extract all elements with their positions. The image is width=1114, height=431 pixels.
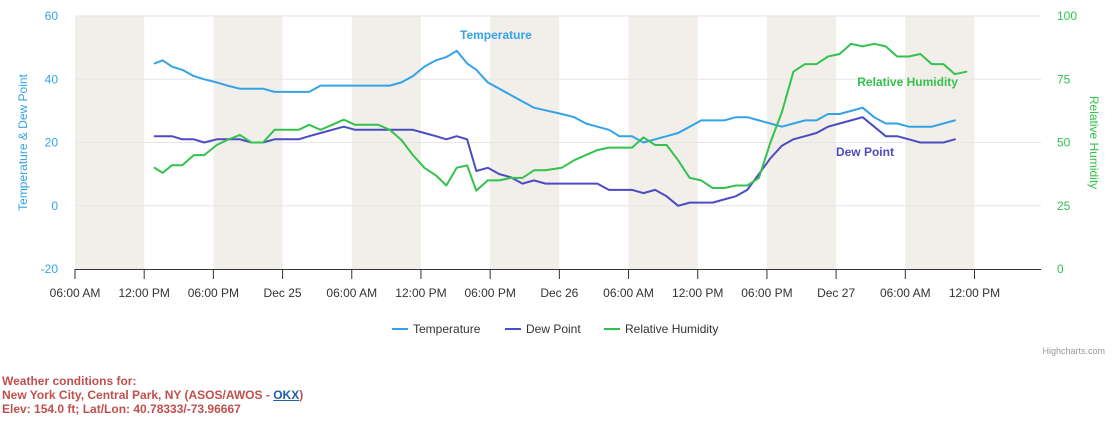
y-left-tick-label: 20 — [45, 136, 59, 150]
x-tick-label: 12:00 PM — [949, 286, 1000, 300]
station-info: Weather conditions for: New York City, C… — [2, 374, 303, 416]
station-elevation: Elev: 154.0 ft; Lat/Lon: 40.78333/-73.96… — [2, 402, 241, 416]
y-left-tick-label: 0 — [51, 199, 58, 213]
legend-label-temperature[interactable]: Temperature — [413, 322, 481, 336]
x-tick-label: 06:00 AM — [50, 286, 101, 300]
y-right-tick-label: 50 — [1057, 136, 1071, 150]
x-tick-label: 06:00 AM — [880, 286, 931, 300]
x-tick-label: 06:00 PM — [188, 286, 239, 300]
x-tick-label: 06:00 PM — [464, 286, 515, 300]
station-heading: Weather conditions for: — [2, 374, 137, 388]
y-left-tick-label: -20 — [41, 262, 59, 276]
y-axis-left: -20 0 20 40 60 Temperature & Dew Point — [16, 9, 58, 276]
weather-chart: 06:00 AM 12:00 PM 06:00 PM Dec 25 06:00 AM 12… — [16, 9, 1105, 356]
dew-point-line — [153, 116, 956, 207]
legend: Temperature Dew Point Relative Humidity — [392, 322, 718, 336]
x-tick-label: Dec 26 — [540, 286, 578, 300]
x-tick-label: Dec 25 — [264, 286, 302, 300]
y-left-tick-label: 40 — [45, 72, 59, 86]
temperature-line — [153, 49, 956, 144]
legend-item-temperature[interactable]: Temperature — [392, 322, 481, 336]
x-tick-label: 12:00 PM — [672, 286, 723, 300]
x-tick-label: 12:00 PM — [119, 286, 170, 300]
y-left-title: Temperature & Dew Point — [16, 73, 30, 210]
station-name-line: New York City, Central Park, NY (ASOS/AW… — [2, 388, 303, 402]
y-right-tick-label: 100 — [1057, 9, 1077, 23]
legend-label-dew-point[interactable]: Dew Point — [526, 322, 581, 336]
y-axis-right: 0 25 50 75 100 Relative Humidity — [1057, 9, 1101, 276]
dew-point-series-label: Dew Point — [836, 145, 894, 159]
series-lines — [153, 42, 968, 207]
legend-label-relative-humidity[interactable]: Relative Humidity — [625, 322, 718, 336]
legend-item-dew-point[interactable]: Dew Point — [505, 322, 581, 336]
relative-humidity-line — [153, 42, 968, 192]
y-right-tick-label: 25 — [1057, 199, 1071, 213]
y-right-title: Relative Humidity — [1087, 96, 1101, 189]
temperature-series-label: Temperature — [460, 28, 532, 42]
legend-item-relative-humidity[interactable]: Relative Humidity — [604, 322, 718, 336]
station-name: New York City, Central Park, NY (ASOS/AW… — [2, 388, 274, 402]
series-labels: Temperature Dew Point Relative Humidity — [460, 28, 958, 159]
credits-link[interactable]: Highcharts.com — [1042, 346, 1105, 356]
x-tick-label: Dec 27 — [817, 286, 855, 300]
station-name-close: ) — [299, 388, 304, 402]
x-axis: 06:00 AM 12:00 PM 06:00 PM Dec 25 06:00 AM 12… — [50, 269, 1041, 300]
y-left-tick-label: 60 — [45, 9, 59, 23]
office-link[interactable]: OKX — [273, 388, 300, 402]
relative-humidity-series-label: Relative Humidity — [857, 75, 958, 89]
y-right-tick-label: 0 — [1057, 262, 1064, 276]
y-right-tick-label: 75 — [1057, 72, 1071, 86]
x-tick-label: 12:00 PM — [395, 286, 446, 300]
gridlines — [75, 15, 1041, 207]
x-tick-label: 06:00 PM — [741, 286, 792, 300]
x-tick-label: 06:00 AM — [326, 286, 377, 300]
x-tick-label: 06:00 AM — [603, 286, 654, 300]
